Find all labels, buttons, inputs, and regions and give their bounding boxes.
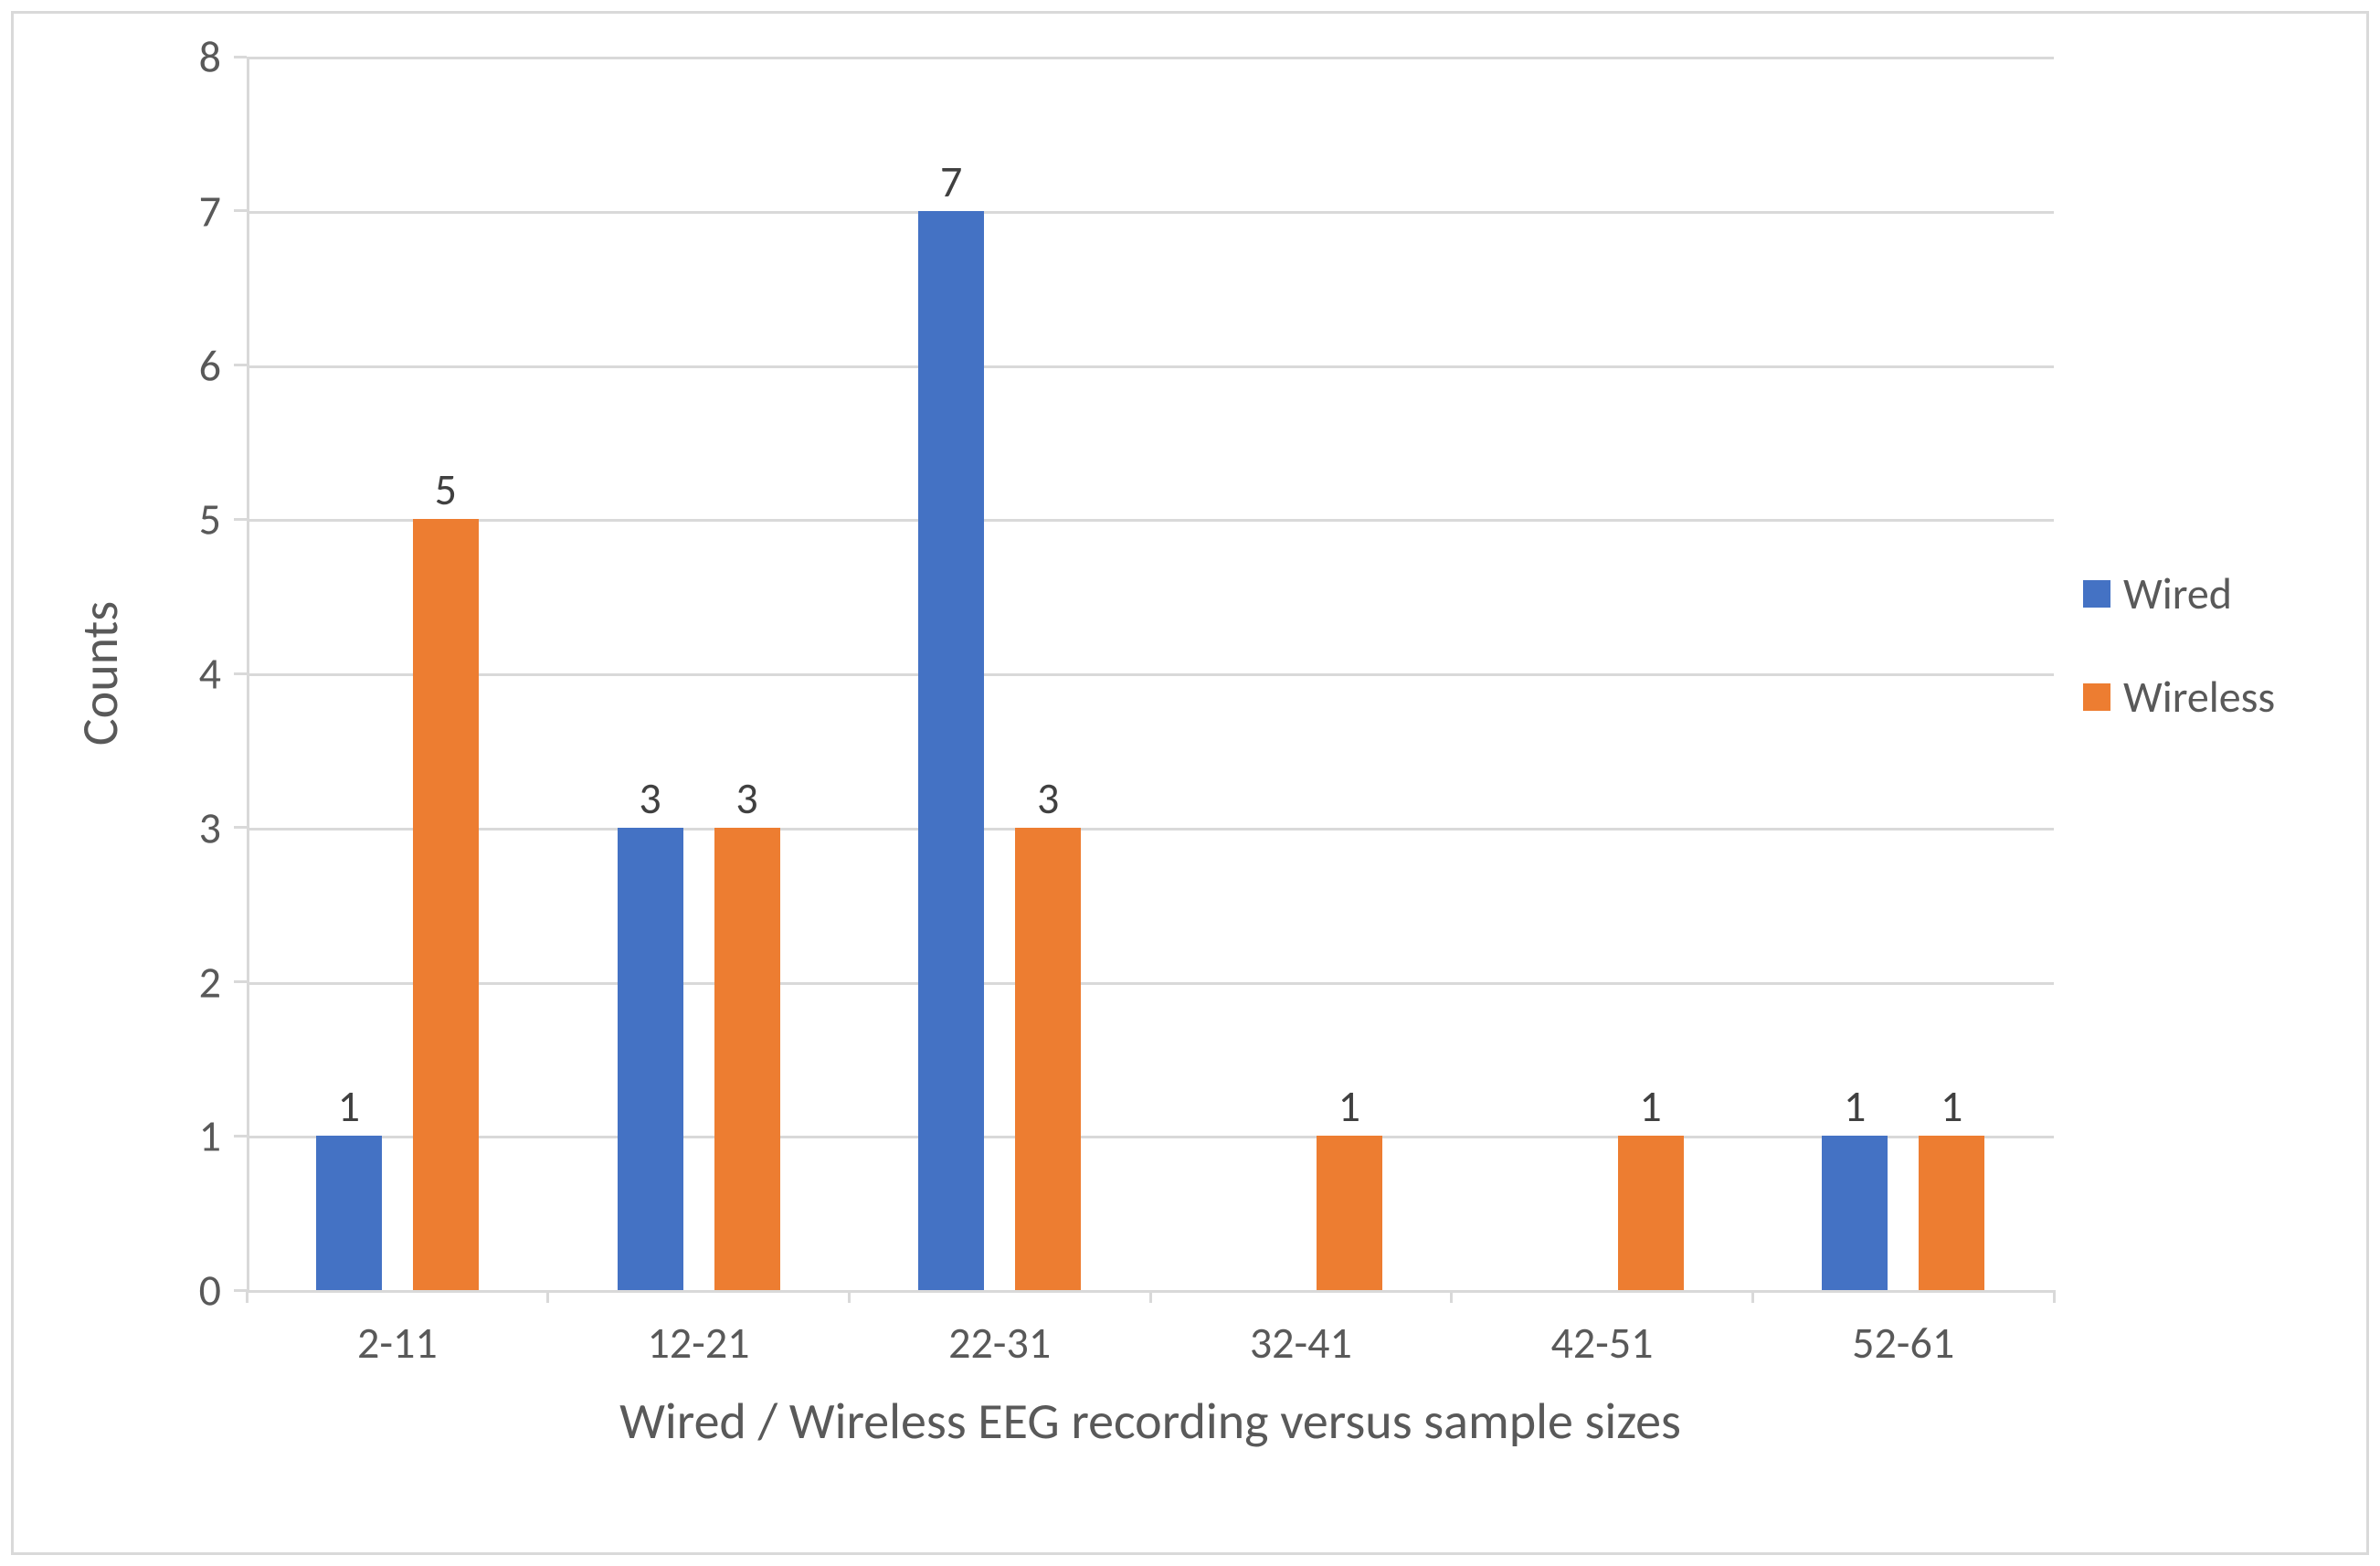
x-tick-mark [1450, 1290, 1453, 1303]
bar [714, 828, 780, 1290]
legend: Wired Wireless [2083, 566, 2275, 724]
bar [918, 211, 984, 1290]
legend-swatch [2083, 580, 2110, 608]
y-tick-mark [234, 209, 247, 212]
gridline [247, 673, 2054, 676]
legend-label: Wired [2123, 566, 2232, 620]
y-tick-mark [234, 826, 247, 829]
bar-value-label: 3 [1037, 771, 1059, 825]
y-tick-mark [234, 518, 247, 521]
bar [1618, 1136, 1684, 1290]
bar [1919, 1136, 1984, 1290]
x-tick-label: 42-51 [1550, 1316, 1653, 1370]
plot-area [247, 57, 2054, 1290]
x-axis-title: Wired / Wireless EEG recording versus sa… [619, 1391, 1681, 1453]
bar-value-label: 3 [735, 771, 757, 825]
bar-value-label: 1 [1941, 1079, 1962, 1133]
x-tick-label: 32-41 [1250, 1316, 1352, 1370]
bar [413, 519, 479, 1290]
bar-value-label: 3 [639, 771, 661, 825]
bar-value-label: 7 [940, 154, 962, 208]
gridline [247, 1136, 2054, 1138]
y-tick-mark [234, 672, 247, 675]
gridline [247, 211, 2054, 214]
x-tick-mark [546, 1290, 549, 1303]
x-tick-label: 12-21 [647, 1316, 749, 1370]
gridline [247, 365, 2054, 368]
bar [1317, 1136, 1382, 1290]
bar-value-label: 5 [435, 462, 457, 516]
bar [618, 828, 683, 1290]
x-tick-mark [2053, 1290, 2056, 1303]
y-tick-mark [234, 364, 247, 366]
gridline [247, 982, 2054, 985]
legend-label: Wireless [2123, 670, 2275, 724]
x-tick-label: 2-11 [357, 1316, 438, 1370]
legend-item: Wired [2083, 566, 2275, 620]
bar [316, 1136, 382, 1290]
gridline [247, 519, 2054, 522]
y-axis-title: Counts [69, 601, 132, 746]
x-tick-label: 52-61 [1852, 1316, 1954, 1370]
x-tick-mark [1751, 1290, 1754, 1303]
y-tick-mark [234, 56, 247, 58]
y-tick-mark [234, 1135, 247, 1137]
bar [1822, 1136, 1888, 1290]
legend-swatch [2083, 683, 2110, 711]
y-axis-line [247, 57, 249, 1290]
bar-value-label: 1 [338, 1079, 360, 1133]
x-tick-label: 22-31 [948, 1316, 1051, 1370]
x-tick-mark [246, 1290, 249, 1303]
legend-item: Wireless [2083, 670, 2275, 724]
bar [1015, 828, 1081, 1290]
bar-value-label: 1 [1844, 1079, 1866, 1133]
gridline [247, 57, 2054, 59]
gridline [247, 828, 2054, 831]
x-tick-mark [848, 1290, 851, 1303]
bar-value-label: 1 [1639, 1079, 1661, 1133]
y-tick-mark [234, 980, 247, 983]
bar-value-label: 1 [1338, 1079, 1360, 1133]
x-tick-mark [1149, 1290, 1152, 1303]
